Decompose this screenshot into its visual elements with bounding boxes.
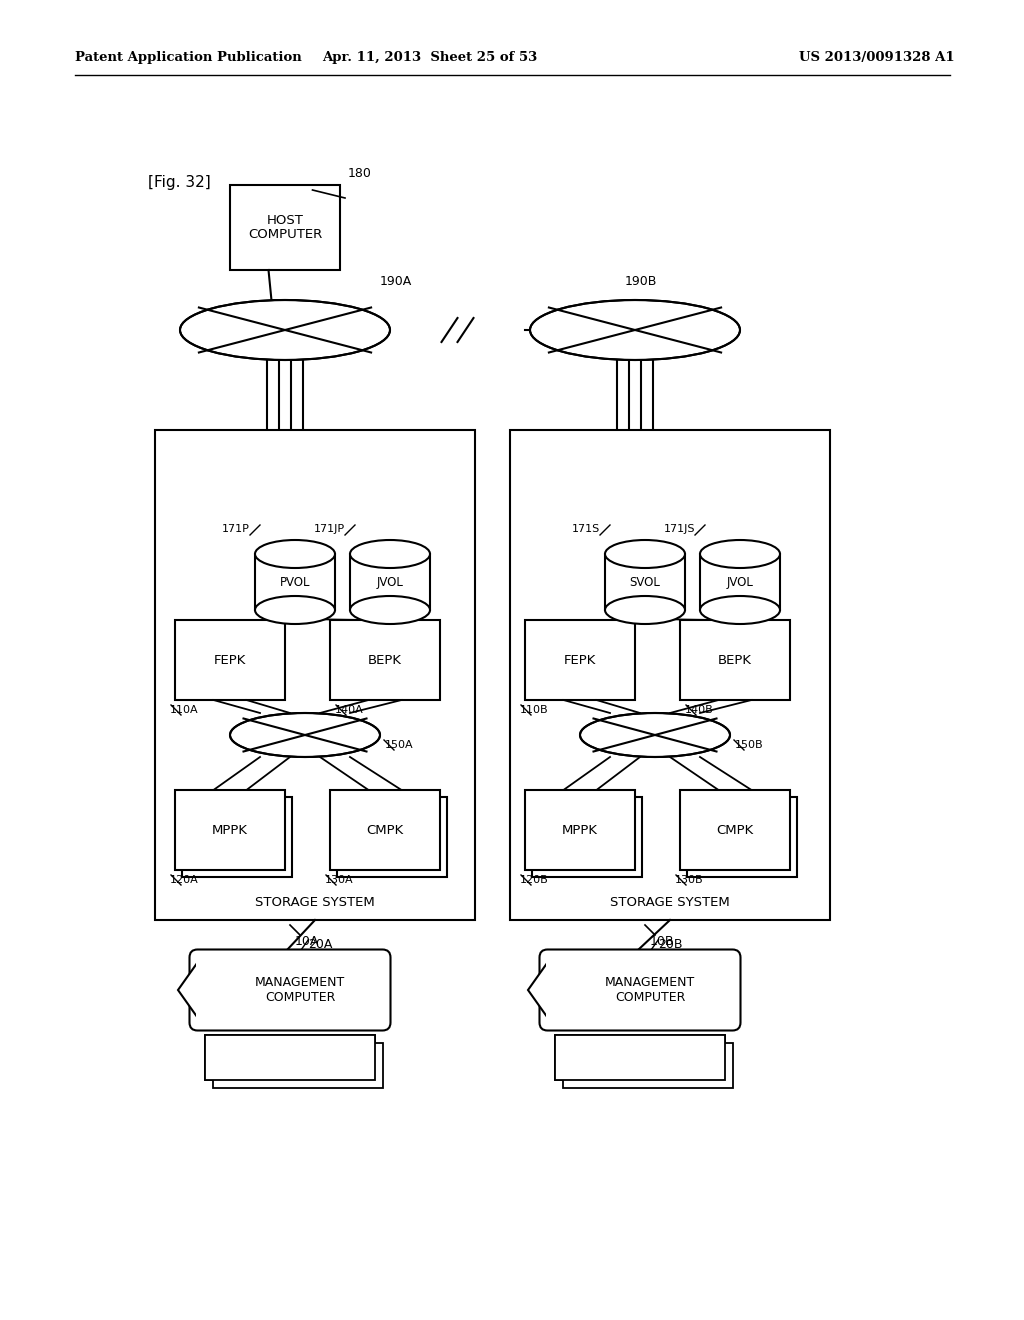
- Text: FEPK: FEPK: [564, 653, 596, 667]
- Text: JVOL: JVOL: [377, 576, 403, 589]
- Text: 130A: 130A: [325, 875, 353, 884]
- FancyBboxPatch shape: [189, 949, 390, 1031]
- Ellipse shape: [530, 300, 740, 360]
- Text: 130B: 130B: [675, 875, 703, 884]
- Text: Apr. 11, 2013  Sheet 25 of 53: Apr. 11, 2013 Sheet 25 of 53: [323, 51, 538, 65]
- Text: FEPK: FEPK: [214, 653, 246, 667]
- Bar: [205, 1035, 375, 1080]
- Ellipse shape: [255, 540, 335, 568]
- Bar: [680, 789, 790, 870]
- Text: 120B: 120B: [520, 875, 549, 884]
- Bar: [605, 554, 685, 610]
- Bar: [330, 620, 440, 700]
- Text: US 2013/0091328 A1: US 2013/0091328 A1: [800, 51, 955, 65]
- Text: 140B: 140B: [685, 705, 714, 715]
- Ellipse shape: [605, 597, 685, 624]
- Text: Patent Application Publication: Patent Application Publication: [75, 51, 302, 65]
- Text: 110B: 110B: [520, 705, 549, 715]
- Text: 140A: 140A: [335, 705, 364, 715]
- Text: CMPK: CMPK: [367, 824, 403, 837]
- Bar: [330, 789, 440, 870]
- Text: 20B: 20B: [658, 937, 683, 950]
- Text: BEPK: BEPK: [718, 653, 752, 667]
- Ellipse shape: [605, 540, 685, 568]
- Text: JVOL: JVOL: [727, 576, 754, 589]
- Bar: [510, 430, 830, 920]
- Text: STORAGE SYSTEM: STORAGE SYSTEM: [610, 895, 730, 908]
- Text: 190B: 190B: [625, 275, 657, 288]
- Text: 150B: 150B: [735, 741, 764, 750]
- Text: SVOL: SVOL: [630, 576, 660, 589]
- Text: 171S: 171S: [571, 524, 600, 535]
- Bar: [525, 620, 635, 700]
- Bar: [255, 554, 335, 610]
- Ellipse shape: [580, 713, 730, 756]
- Text: [Fig. 32]: [Fig. 32]: [148, 176, 211, 190]
- Bar: [555, 1035, 725, 1080]
- Polygon shape: [528, 962, 548, 1018]
- FancyBboxPatch shape: [540, 949, 740, 1031]
- Bar: [155, 430, 475, 920]
- Bar: [175, 620, 285, 700]
- Text: PVOL: PVOL: [280, 576, 310, 589]
- Text: 110A: 110A: [170, 705, 199, 715]
- Bar: [205, 1035, 375, 1080]
- Bar: [680, 620, 790, 700]
- Bar: [525, 789, 635, 870]
- Ellipse shape: [350, 597, 430, 624]
- Bar: [546, 960, 560, 1020]
- Text: 120A: 120A: [170, 875, 199, 884]
- Bar: [337, 797, 447, 876]
- Polygon shape: [178, 962, 198, 1018]
- Ellipse shape: [230, 713, 380, 756]
- Text: BEPK: BEPK: [368, 653, 402, 667]
- Text: MANAGEMENT
COMPUTER: MANAGEMENT COMPUTER: [255, 975, 345, 1005]
- Bar: [563, 1043, 733, 1088]
- Text: 171JP: 171JP: [314, 524, 345, 535]
- Ellipse shape: [180, 300, 390, 360]
- Bar: [700, 554, 780, 610]
- Text: 150A: 150A: [385, 741, 414, 750]
- Text: MPPK: MPPK: [562, 824, 598, 837]
- Text: MPPK: MPPK: [212, 824, 248, 837]
- Text: 10B: 10B: [650, 935, 675, 948]
- Text: CMPK: CMPK: [717, 824, 754, 837]
- Bar: [350, 554, 430, 610]
- Bar: [175, 789, 285, 870]
- Ellipse shape: [255, 597, 335, 624]
- Bar: [230, 185, 340, 271]
- Text: 190A: 190A: [380, 275, 413, 288]
- Bar: [532, 797, 642, 876]
- Text: 171P: 171P: [222, 524, 250, 535]
- Text: 171JS: 171JS: [664, 524, 695, 535]
- Text: 10A: 10A: [295, 935, 319, 948]
- Text: HOST
COMPUTER: HOST COMPUTER: [248, 214, 323, 242]
- Bar: [182, 797, 292, 876]
- Bar: [555, 1035, 725, 1080]
- Text: 20A: 20A: [308, 937, 333, 950]
- Ellipse shape: [700, 597, 780, 624]
- Text: STORAGE SYSTEM: STORAGE SYSTEM: [255, 895, 375, 908]
- Bar: [196, 960, 211, 1020]
- Ellipse shape: [350, 540, 430, 568]
- Text: 180: 180: [348, 168, 372, 180]
- Ellipse shape: [700, 540, 780, 568]
- Bar: [213, 1043, 383, 1088]
- Bar: [687, 797, 797, 876]
- Text: MANAGEMENT
COMPUTER: MANAGEMENT COMPUTER: [605, 975, 695, 1005]
